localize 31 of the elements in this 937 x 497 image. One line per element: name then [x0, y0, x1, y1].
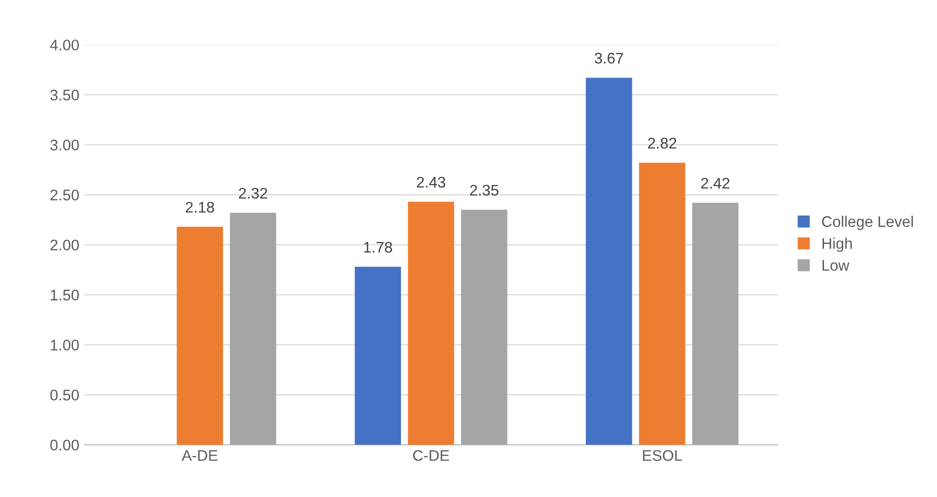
y-tick-label: 3.50: [50, 90, 79, 100]
bar: [230, 212, 276, 445]
y-tick-label: 2.00: [50, 240, 79, 250]
y-tick-label: 0.00: [50, 440, 79, 450]
legend-label: Low: [822, 260, 850, 271]
bar: [461, 210, 508, 445]
bar: [692, 202, 738, 445]
y-tick-label: 1.50: [50, 290, 79, 300]
legend-label: High: [822, 238, 852, 252]
x-tick-label: C-DE: [413, 450, 450, 461]
y-tick-label: 0.50: [50, 390, 79, 400]
data-label: 2.82: [648, 138, 676, 149]
legend-label: College Level: [822, 216, 913, 230]
data-label: 3.67: [594, 52, 624, 64]
data-label: 2.35: [470, 184, 498, 196]
y-tick-label: 3.00: [50, 140, 79, 150]
y-tick-label: 2.50: [50, 190, 79, 200]
y-tick-label: 4.00: [50, 40, 79, 50]
bar: [408, 202, 454, 445]
data-label: 2.42: [701, 178, 730, 188]
x-tick-label: A-DE: [182, 450, 218, 461]
data-label: 1.78: [364, 242, 392, 253]
bar: [176, 226, 224, 445]
data-label: 2.43: [416, 176, 446, 188]
x-tick-label: ESOL: [643, 450, 682, 461]
bar: [639, 162, 686, 445]
bar: [354, 266, 401, 445]
bar: [586, 78, 632, 445]
data-label: 2.18: [186, 202, 214, 213]
y-tick-label: 1.00: [50, 340, 79, 350]
data-label: 2.32: [238, 188, 268, 199]
